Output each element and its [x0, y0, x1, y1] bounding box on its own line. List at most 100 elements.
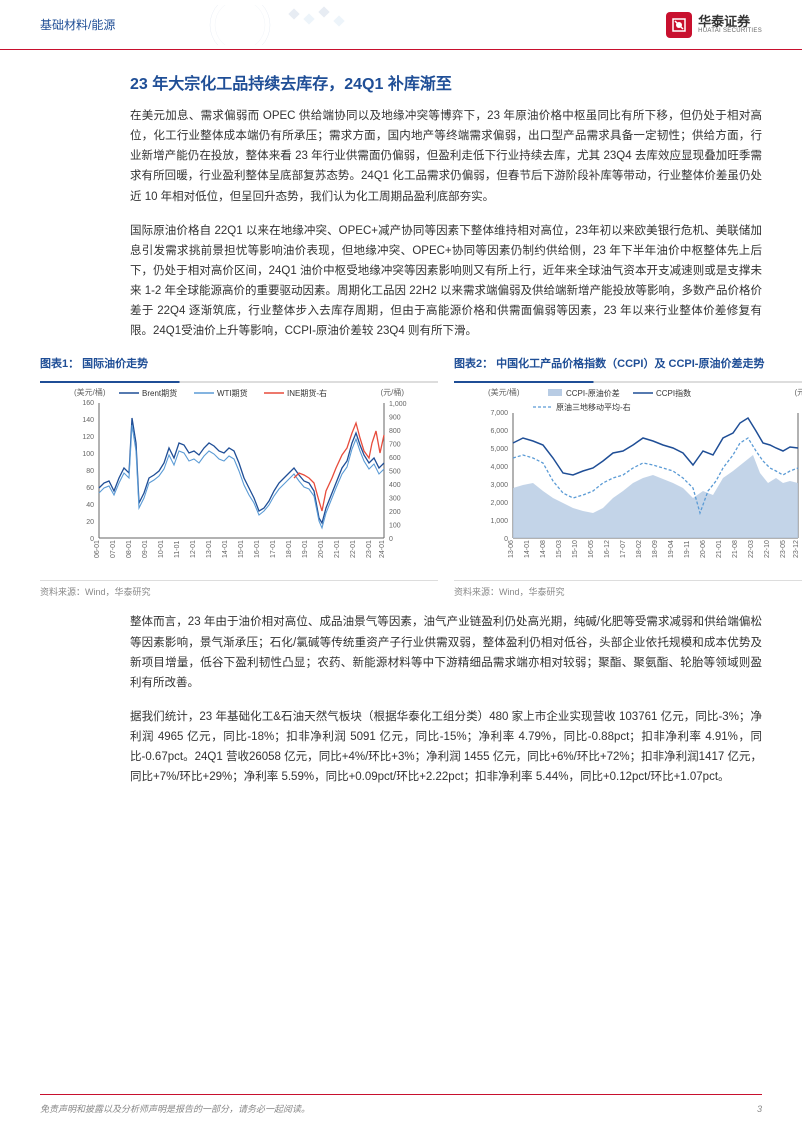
svg-text:18-01: 18-01: [286, 540, 293, 558]
category-label: 基础材料/能源: [40, 16, 115, 33]
svg-text:17-01: 17-01: [270, 540, 277, 558]
svg-text:12-01: 12-01: [190, 540, 197, 558]
svg-text:24-01: 24-01: [379, 540, 386, 558]
svg-text:700: 700: [389, 442, 401, 449]
svg-text:08-01: 08-01: [126, 540, 133, 558]
content-area: 23 年大宗化工品持续去库存，24Q1 补库渐至 在美元加息、需求偏弱而 OPE…: [0, 50, 802, 787]
svg-text:800: 800: [389, 428, 401, 435]
logo: 华泰证券 HUATAI SECURITIES: [666, 12, 762, 38]
chart1-yticks-left: 0 20 40 60 80 100 120 140 160: [82, 400, 94, 543]
svg-text:16-12: 16-12: [604, 540, 611, 558]
svg-text:19-01: 19-01: [302, 540, 309, 558]
chart2-xticks: 13-06 14-01 14-08 15-03 15-10 16-05 16-1…: [508, 540, 800, 558]
chart2-ylabel-left: (美元/桶): [488, 387, 520, 397]
svg-text:13-06: 13-06: [508, 540, 515, 558]
svg-text:20-06: 20-06: [700, 540, 707, 558]
svg-text:14-01: 14-01: [524, 540, 531, 558]
svg-text:22-10: 22-10: [764, 540, 771, 558]
svg-text:100: 100: [82, 451, 94, 458]
svg-text:21-08: 21-08: [732, 540, 739, 558]
chart1-legend-1: WTI期货: [217, 388, 248, 398]
paragraph-2: 国际原油价格自 22Q1 以来在地缘冲突、OPEC+减产协同等因素下整体维持相对…: [130, 221, 762, 342]
svg-text:15-01: 15-01: [238, 540, 245, 558]
chart1-legend-0: Brent期货: [142, 388, 177, 398]
logo-text-cn: 华泰证券: [698, 15, 762, 28]
svg-text:300: 300: [389, 496, 401, 503]
svg-text:4,000: 4,000: [490, 464, 508, 471]
chart-1-source: 资料来源：Wind，华泰研究: [40, 580, 438, 598]
svg-text:16-01: 16-01: [254, 540, 261, 558]
chart2-diff-area: [513, 455, 798, 538]
chart-1-title: 图表1： 国际油价走势: [40, 355, 438, 375]
paragraph-3: 整体而言，23 年由于油价相对高位、成品油景气等因素，油气产业链盈利仍处高光期，…: [130, 612, 762, 693]
disclaimer: 免责声明和披露以及分析师声明是报告的一部分，请务必一起阅读。: [40, 1102, 310, 1115]
svg-text:22-01: 22-01: [350, 540, 357, 558]
logo-text-en: HUATAI SECURITIES: [698, 28, 762, 34]
svg-text:0: 0: [389, 536, 393, 543]
logo-icon: [666, 12, 692, 38]
svg-text:140: 140: [82, 417, 94, 424]
footer: 免责声明和披露以及分析师声明是报告的一部分，请务必一起阅读。 3: [40, 1102, 762, 1115]
chart-2-block: 图表2： 中国化工产品价格指数（CCPI）及 CCPI-原油价差走势 (美元/桶…: [454, 355, 802, 598]
svg-text:200: 200: [389, 509, 401, 516]
svg-text:400: 400: [389, 482, 401, 489]
svg-text:14-08: 14-08: [540, 540, 547, 558]
chart1-brent-line: [99, 418, 384, 523]
svg-text:20: 20: [86, 519, 94, 526]
svg-text:19-11: 19-11: [684, 541, 691, 558]
svg-text:06-01: 06-01: [94, 540, 101, 558]
svg-text:16-05: 16-05: [588, 540, 595, 558]
chart1-wti-line: [99, 425, 384, 528]
chart-2: (美元/桶) (元/桶) CCPI-原油价差 CCPI指数 原油三地移动平均-右: [454, 383, 802, 573]
svg-text:17-07: 17-07: [620, 540, 627, 558]
chart2-legend-1: CCPI指数: [656, 388, 691, 398]
svg-text:18-09: 18-09: [652, 540, 659, 558]
svg-text:10-01: 10-01: [158, 540, 165, 558]
page-number: 3: [757, 1104, 762, 1114]
svg-text:14-01: 14-01: [222, 540, 229, 558]
svg-text:07-01: 07-01: [110, 540, 117, 558]
svg-text:3,000: 3,000: [490, 482, 508, 489]
svg-text:60: 60: [86, 485, 94, 492]
svg-text:09-01: 09-01: [142, 540, 149, 558]
svg-text:500: 500: [389, 469, 401, 476]
svg-text:40: 40: [86, 502, 94, 509]
svg-text:23-12: 23-12: [793, 540, 800, 558]
svg-text:21-01: 21-01: [334, 540, 341, 558]
svg-text:18-02: 18-02: [636, 540, 643, 558]
chart2-legend-0: CCPI-原油价差: [566, 388, 620, 398]
chart2-legend-2: 原油三地移动平均-右: [556, 402, 631, 412]
chart1-legend-2: INE期货-右: [287, 388, 327, 398]
svg-text:11-01: 11-01: [174, 541, 181, 558]
svg-text:19-04: 19-04: [668, 540, 675, 558]
paragraph-1: 在美元加息、需求偏弱而 OPEC 供给端协同以及地缘冲突等博弈下，23 年原油价…: [130, 106, 762, 207]
svg-text:160: 160: [82, 400, 94, 407]
svg-text:120: 120: [82, 434, 94, 441]
svg-text:23-05: 23-05: [780, 540, 787, 558]
chart2-ylabel-right: (元/桶): [794, 387, 802, 397]
svg-text:1,000: 1,000: [490, 518, 508, 525]
chart1-xticks: 06-01 07-01 08-01 09-01 10-01 11-01 12-0…: [94, 540, 386, 558]
svg-text:5,000: 5,000: [490, 446, 508, 453]
page-header: 基础材料/能源 华泰证券 HUATAI SECURITIES: [0, 0, 802, 50]
chart-1: (美元/桶) (元/桶) Brent期货 WTI期货 INE期货-右: [40, 383, 438, 573]
chart-2-source: 资料来源：Wind，华泰研究: [454, 580, 802, 598]
svg-text:7,000: 7,000: [490, 410, 508, 417]
svg-text:600: 600: [389, 455, 401, 462]
chart-1-block: 图表1： 国际油价走势 (美元/桶) (元/桶) Brent期货 WTI期货 I…: [40, 355, 438, 598]
svg-text:23-01: 23-01: [366, 540, 373, 558]
svg-text:21-01: 21-01: [716, 540, 723, 558]
footer-line: [40, 1094, 762, 1096]
svg-text:15-10: 15-10: [572, 540, 579, 558]
chart2-yticks-left: 0 1,000 2,000 3,000 4,000 5,000 6,000 7,…: [490, 410, 508, 543]
svg-text:2,000: 2,000: [490, 500, 508, 507]
svg-text:6,000: 6,000: [490, 428, 508, 435]
svg-text:80: 80: [86, 468, 94, 475]
svg-text:1,000: 1,000: [389, 401, 407, 408]
main-title: 23 年大宗化工品持续去库存，24Q1 补库渐至: [130, 70, 762, 94]
svg-text:13-01: 13-01: [206, 540, 213, 558]
chart1-ylabel-left: (美元/桶): [74, 387, 106, 397]
header-decoration: [200, 5, 450, 45]
chart1-ylabel-right: (元/桶): [380, 387, 404, 397]
svg-text:900: 900: [389, 415, 401, 422]
